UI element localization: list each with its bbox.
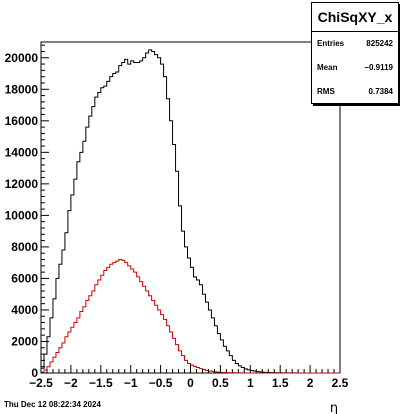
timestamp: Thu Dec 12 08:22:34 2024 bbox=[4, 400, 101, 409]
y-tick-label: 18000 bbox=[5, 82, 39, 96]
x-tick-label: 0 bbox=[187, 376, 194, 390]
y-tick-label: 0 bbox=[31, 366, 38, 380]
plot-frame bbox=[40, 41, 341, 374]
stats-value: 825242 bbox=[366, 39, 393, 48]
stats-row-rms: RMS 0.7384 bbox=[312, 80, 398, 104]
x-axis-label: η bbox=[330, 401, 338, 414]
y-tick-label: 16000 bbox=[5, 114, 39, 128]
x-tick-label: 1.5 bbox=[272, 376, 289, 390]
x-tick-label: 2.5 bbox=[332, 376, 349, 390]
x-tick-label: 1 bbox=[247, 376, 254, 390]
stats-label: Entries bbox=[317, 39, 345, 48]
series-line-1 bbox=[40, 259, 340, 374]
x-tick-label: 0.5 bbox=[212, 376, 229, 390]
series-layer bbox=[40, 49, 340, 374]
y-tick-label: 12000 bbox=[5, 177, 39, 191]
y-tick-label: 10000 bbox=[5, 208, 39, 222]
x-tick-label: −2 bbox=[64, 376, 78, 390]
stats-box: ChiSqXY_x Entries 825242 Mean −0.9119 RM… bbox=[311, 2, 399, 104]
y-tick-label: 6000 bbox=[11, 271, 38, 285]
x-tick-label: −2.5 bbox=[29, 376, 53, 390]
y-tick-label: 8000 bbox=[11, 240, 38, 254]
y-tick-label: 14000 bbox=[5, 145, 39, 159]
series-line-0 bbox=[40, 49, 340, 374]
stats-value: 0.7384 bbox=[368, 87, 393, 96]
y-tick-label: 4000 bbox=[11, 303, 38, 317]
stats-value: −0.9119 bbox=[364, 63, 393, 72]
y-tick-label: 2000 bbox=[11, 334, 38, 348]
stats-label: RMS bbox=[317, 87, 335, 96]
x-tick-label: 2 bbox=[307, 376, 314, 390]
x-tick-label: −1 bbox=[124, 376, 138, 390]
stats-row-mean: Mean −0.9119 bbox=[312, 56, 398, 80]
x-tick-label: −0.5 bbox=[149, 376, 173, 390]
stats-row-entries: Entries 825242 bbox=[312, 32, 398, 56]
stats-title: ChiSqXY_x bbox=[312, 3, 398, 32]
stats-label: Mean bbox=[317, 63, 338, 72]
x-tick-label: −1.5 bbox=[89, 376, 113, 390]
y-tick-label: 20000 bbox=[5, 51, 39, 65]
axis-layer: −2.5 −2 −1.5 −1 −0.5 0 0.5 1 1.5 2 2.5 0 2000 4000 600… bbox=[5, 44, 349, 390]
